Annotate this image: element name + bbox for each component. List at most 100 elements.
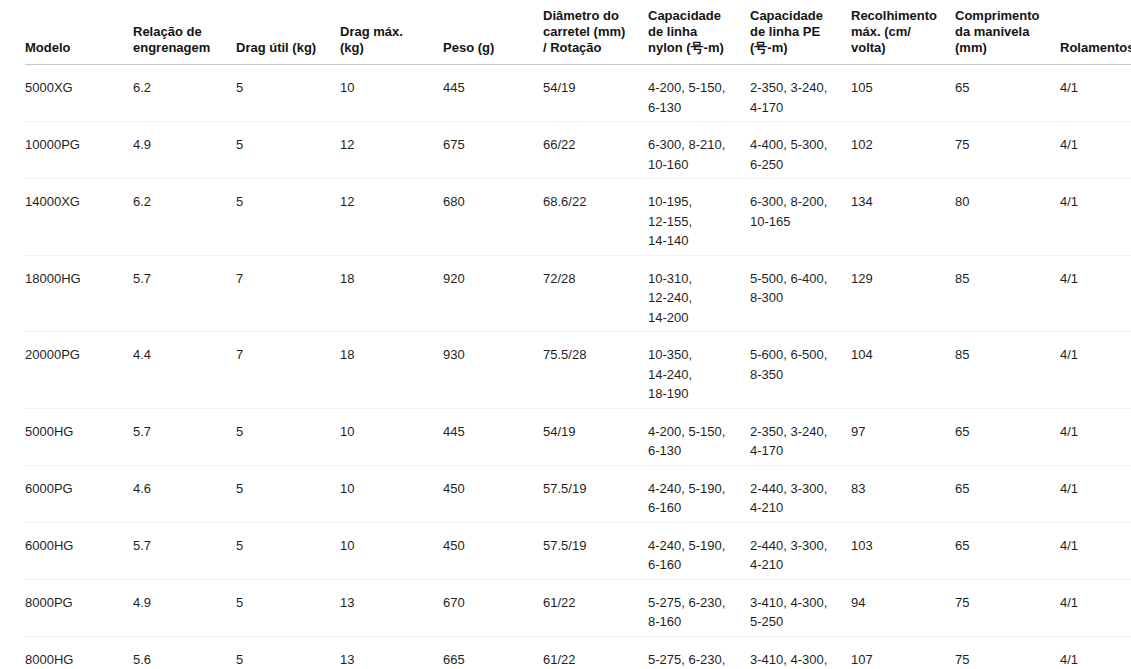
cell-nylon-line-capacity: 4-200, 5-150, 6-130 bbox=[648, 65, 750, 122]
cell-weight-g: 450 bbox=[443, 522, 543, 579]
cell-spool-diameter-rotation: 61/22 bbox=[543, 579, 648, 636]
specs-table-container: ModeloRelação de engrenagemDrag útil (kg… bbox=[0, 0, 1131, 669]
cell-weight-g: 445 bbox=[443, 65, 543, 122]
cell-max-retrieve-cm-per-volta: 83 bbox=[851, 465, 955, 522]
table-row: 6000PG4.651045057.5/194-240, 5-190, 6-16… bbox=[25, 465, 1131, 522]
table-row: 20000PG4.471893075.5/2810-350, 14-240, 1… bbox=[25, 332, 1131, 409]
cell-model: 5000XG bbox=[25, 65, 133, 122]
cell-spool-diameter-rotation: 54/19 bbox=[543, 65, 648, 122]
cell-max-drag-kg: 18 bbox=[340, 255, 443, 332]
cell-bearings: 4/1 bbox=[1060, 579, 1131, 636]
cell-spool-diameter-rotation: 72/28 bbox=[543, 255, 648, 332]
cell-handle-length-mm: 65 bbox=[955, 408, 1060, 465]
cell-weight-g: 670 bbox=[443, 579, 543, 636]
cell-model: 6000HG bbox=[25, 522, 133, 579]
table-row: 6000HG5.751045057.5/194-240, 5-190, 6-16… bbox=[25, 522, 1131, 579]
cell-nylon-line-capacity: 10-310, 12-240, 14-200 bbox=[648, 255, 750, 332]
cell-spool-diameter-rotation: 57.5/19 bbox=[543, 465, 648, 522]
cell-pe-line-capacity: 2-440, 3-300, 4-210 bbox=[750, 522, 851, 579]
cell-max-drag-kg: 13 bbox=[340, 579, 443, 636]
cell-handle-length-mm: 65 bbox=[955, 65, 1060, 122]
cell-gear-ratio: 5.7 bbox=[133, 522, 236, 579]
cell-gear-ratio: 5.7 bbox=[133, 255, 236, 332]
column-header-spool-diameter-rotation: Diâmetro do carretel (mm) / Rotação bbox=[543, 4, 648, 65]
cell-usable-drag-kg: 5 bbox=[236, 636, 340, 669]
cell-nylon-line-capacity: 6-300, 8-210, 10-160 bbox=[648, 122, 750, 179]
cell-bearings: 4/1 bbox=[1060, 408, 1131, 465]
cell-max-drag-kg: 10 bbox=[340, 65, 443, 122]
cell-nylon-line-capacity: 5-275, 6-230, 8-160 bbox=[648, 636, 750, 669]
cell-weight-g: 450 bbox=[443, 465, 543, 522]
cell-usable-drag-kg: 5 bbox=[236, 579, 340, 636]
cell-spool-diameter-rotation: 68.6/22 bbox=[543, 179, 648, 256]
table-row: 5000XG6.251044554/194-200, 5-150, 6-1302… bbox=[25, 65, 1131, 122]
cell-pe-line-capacity: 4-400, 5-300, 6-250 bbox=[750, 122, 851, 179]
cell-spool-diameter-rotation: 75.5/28 bbox=[543, 332, 648, 409]
column-header-pe-line-capacity: Capacidade de linha PE (号-m) bbox=[750, 4, 851, 65]
cell-usable-drag-kg: 5 bbox=[236, 122, 340, 179]
cell-pe-line-capacity: 3-410, 4-300, 5-250 bbox=[750, 636, 851, 669]
cell-usable-drag-kg: 5 bbox=[236, 179, 340, 256]
cell-usable-drag-kg: 5 bbox=[236, 522, 340, 579]
cell-pe-line-capacity: 6-300, 8-200, 10-165 bbox=[750, 179, 851, 256]
column-header-max-retrieve-cm-per-volta: Recolhimento máx. (cm/ volta) bbox=[851, 4, 955, 65]
cell-usable-drag-kg: 7 bbox=[236, 332, 340, 409]
cell-usable-drag-kg: 5 bbox=[236, 65, 340, 122]
cell-model: 20000PG bbox=[25, 332, 133, 409]
cell-gear-ratio: 6.2 bbox=[133, 179, 236, 256]
cell-gear-ratio: 6.2 bbox=[133, 65, 236, 122]
column-header-model: Modelo bbox=[25, 4, 133, 65]
cell-handle-length-mm: 75 bbox=[955, 122, 1060, 179]
cell-bearings: 4/1 bbox=[1060, 179, 1131, 256]
cell-model: 18000HG bbox=[25, 255, 133, 332]
table-header: ModeloRelação de engrenagemDrag útil (kg… bbox=[25, 4, 1131, 65]
cell-weight-g: 680 bbox=[443, 179, 543, 256]
cell-usable-drag-kg: 7 bbox=[236, 255, 340, 332]
cell-model: 6000PG bbox=[25, 465, 133, 522]
cell-pe-line-capacity: 3-410, 4-300, 5-250 bbox=[750, 579, 851, 636]
table-body: 5000XG6.251044554/194-200, 5-150, 6-1302… bbox=[25, 65, 1131, 669]
cell-nylon-line-capacity: 10-195, 12-155, 14-140 bbox=[648, 179, 750, 256]
cell-model: 8000HG bbox=[25, 636, 133, 669]
cell-handle-length-mm: 65 bbox=[955, 522, 1060, 579]
column-header-weight-g: Peso (g) bbox=[443, 4, 543, 65]
cell-bearings: 4/1 bbox=[1060, 65, 1131, 122]
cell-bearings: 4/1 bbox=[1060, 255, 1131, 332]
cell-gear-ratio: 5.7 bbox=[133, 408, 236, 465]
cell-spool-diameter-rotation: 54/19 bbox=[543, 408, 648, 465]
cell-max-retrieve-cm-per-volta: 102 bbox=[851, 122, 955, 179]
cell-nylon-line-capacity: 5-275, 6-230, 8-160 bbox=[648, 579, 750, 636]
cell-nylon-line-capacity: 4-240, 5-190, 6-160 bbox=[648, 465, 750, 522]
column-header-usable-drag-kg: Drag útil (kg) bbox=[236, 4, 340, 65]
column-header-handle-length-mm: Comprimento da manivela (mm) bbox=[955, 4, 1060, 65]
cell-nylon-line-capacity: 10-350, 14-240, 18-190 bbox=[648, 332, 750, 409]
cell-max-drag-kg: 10 bbox=[340, 522, 443, 579]
cell-handle-length-mm: 80 bbox=[955, 179, 1060, 256]
cell-handle-length-mm: 75 bbox=[955, 636, 1060, 669]
cell-max-drag-kg: 12 bbox=[340, 179, 443, 256]
cell-handle-length-mm: 75 bbox=[955, 579, 1060, 636]
column-header-gear-ratio: Relação de engrenagem bbox=[133, 4, 236, 65]
cell-max-retrieve-cm-per-volta: 97 bbox=[851, 408, 955, 465]
cell-gear-ratio: 4.9 bbox=[133, 122, 236, 179]
cell-max-drag-kg: 10 bbox=[340, 465, 443, 522]
cell-max-retrieve-cm-per-volta: 129 bbox=[851, 255, 955, 332]
cell-usable-drag-kg: 5 bbox=[236, 408, 340, 465]
table-row: 5000HG5.751044554/194-200, 5-150, 6-1302… bbox=[25, 408, 1131, 465]
cell-nylon-line-capacity: 4-240, 5-190, 6-160 bbox=[648, 522, 750, 579]
cell-spool-diameter-rotation: 66/22 bbox=[543, 122, 648, 179]
cell-pe-line-capacity: 2-440, 3-300, 4-210 bbox=[750, 465, 851, 522]
cell-max-drag-kg: 10 bbox=[340, 408, 443, 465]
cell-weight-g: 930 bbox=[443, 332, 543, 409]
column-header-nylon-line-capacity: Capacidade de linha nylon (号-m) bbox=[648, 4, 750, 65]
cell-bearings: 4/1 bbox=[1060, 522, 1131, 579]
cell-max-drag-kg: 18 bbox=[340, 332, 443, 409]
cell-max-retrieve-cm-per-volta: 94 bbox=[851, 579, 955, 636]
cell-nylon-line-capacity: 4-200, 5-150, 6-130 bbox=[648, 408, 750, 465]
cell-pe-line-capacity: 2-350, 3-240, 4-170 bbox=[750, 65, 851, 122]
cell-weight-g: 445 bbox=[443, 408, 543, 465]
cell-gear-ratio: 4.9 bbox=[133, 579, 236, 636]
cell-max-retrieve-cm-per-volta: 107 bbox=[851, 636, 955, 669]
cell-weight-g: 920 bbox=[443, 255, 543, 332]
cell-handle-length-mm: 85 bbox=[955, 255, 1060, 332]
